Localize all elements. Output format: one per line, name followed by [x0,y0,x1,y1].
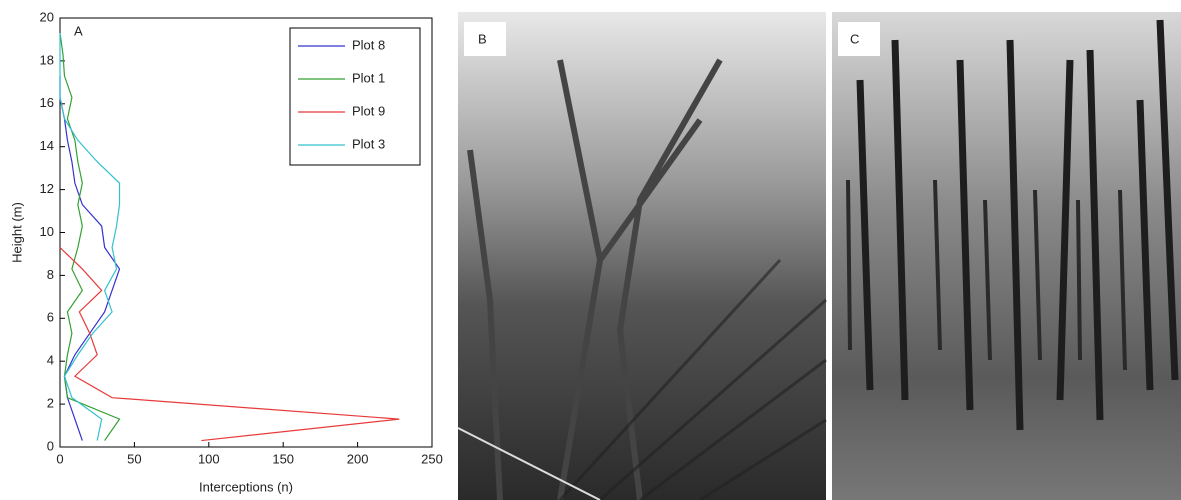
x-tick-label: 200 [347,451,369,466]
photo-label: B [478,31,487,46]
photo-b: B [457,12,827,500]
photo-c: C [832,12,1181,500]
panel-label: A [74,23,83,38]
y-tick-label: 10 [40,224,54,239]
y-tick-label: 0 [47,438,54,453]
legend-label: Plot 3 [352,136,385,151]
y-tick-label: 16 [40,95,54,110]
x-tick-label: 250 [421,451,443,466]
y-tick-label: 2 [47,396,54,411]
y-tick-label: 14 [40,138,54,153]
y-tick-label: 12 [40,181,54,196]
y-tick-label: 6 [47,310,54,325]
photo-label: C [850,31,859,46]
chart-a: 0 50 100 150 200 250 0 2 4 6 8 10 12 14 16 18 20 Intercep… [9,9,442,494]
legend-box [289,27,421,166]
legend-label: Plot 8 [352,37,385,52]
series-line [59,247,400,442]
legend-label: Plot 9 [352,103,385,118]
series-line [59,33,121,441]
y-tick-label: 4 [47,353,54,368]
y-axis-label: Height (m) [9,202,24,263]
x-tick-label: 100 [198,451,220,466]
x-tick-label: 50 [127,451,141,466]
y-tick-label: 18 [40,52,54,67]
y-tick-label: 8 [47,267,54,282]
x-axis-label: Interceptions (n) [199,479,293,494]
legend-label: Plot 1 [352,70,385,85]
x-tick-label: 150 [272,451,294,466]
y-tick-label: 20 [40,9,54,24]
series-line [59,32,121,441]
x-tick-label: 0 [56,451,63,466]
